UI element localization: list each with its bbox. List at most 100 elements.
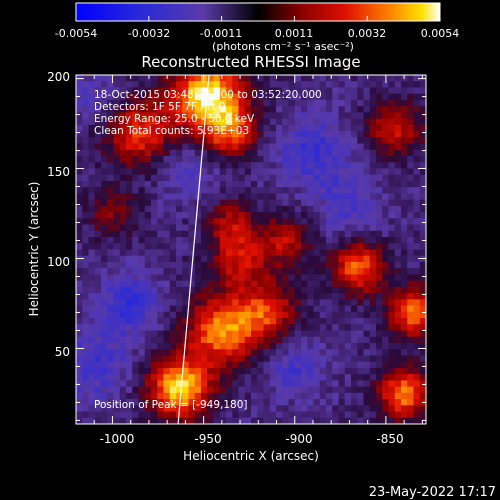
heatmap-cell: [294, 193, 302, 201]
heatmap-cell: [101, 99, 108, 107]
heatmap-cell: [301, 75, 308, 82]
heatmap-cell: [144, 342, 152, 350]
heatmap-cell: [101, 355, 108, 363]
heatmap-cell: [363, 205, 371, 213]
heatmap-cell: [157, 149, 164, 157]
heatmap-cell: [163, 330, 171, 338]
heatmap-cell: [138, 336, 146, 344]
heatmap-cell: [88, 361, 96, 369]
heatmap-cell: [176, 237, 183, 244]
heatmap-cell: [207, 399, 214, 406]
heatmap-cell: [163, 149, 171, 157]
heatmap-cell: [207, 268, 214, 275]
heatmap-cell: [344, 249, 352, 257]
heatmap-cell: [351, 261, 358, 269]
heatmap-cell: [238, 131, 246, 138]
heatmap-cell: [219, 112, 227, 120]
heatmap-cell: [263, 230, 271, 238]
heatmap-cell: [388, 261, 396, 269]
heatmap-cell: [338, 380, 346, 388]
heatmap-cell: [382, 274, 389, 282]
heatmap-cell: [213, 212, 221, 219]
heatmap-cell: [351, 193, 358, 201]
heatmap-cell: [82, 174, 89, 182]
heatmap-cell: [382, 99, 389, 107]
heatmap-cell: [188, 131, 196, 138]
heatmap-cell: [113, 261, 121, 269]
heatmap-cell: [263, 75, 271, 82]
heatmap-cell: [207, 212, 214, 219]
heatmap-cell: [407, 205, 414, 213]
heatmap-cell: [157, 131, 164, 138]
heatmap-cell: [251, 75, 258, 82]
heatmap-cell: [226, 237, 233, 244]
heatmap-cell: [157, 162, 164, 169]
heatmap-cell: [251, 268, 258, 275]
heatmap-cell: [288, 324, 296, 331]
heatmap-cell: [232, 131, 239, 138]
heatmap-cell: [363, 187, 371, 194]
heatmap-cell: [82, 255, 89, 263]
heatmap-cell: [269, 305, 277, 313]
heatmap-cell: [294, 330, 302, 338]
heatmap-cell: [369, 118, 377, 126]
heatmap-cell: [138, 324, 146, 331]
heatmap-cell: [338, 336, 346, 344]
heatmap-cell: [107, 224, 114, 232]
heatmap-cell: [319, 374, 327, 381]
heatmap-cell: [88, 380, 96, 388]
heatmap-cell: [169, 405, 177, 412]
heatmap-cell: [263, 143, 271, 151]
heatmap-cell: [182, 249, 189, 257]
heatmap-cell: [357, 361, 364, 369]
heatmap-cell: [82, 81, 89, 88]
heatmap-cell: [151, 106, 158, 113]
heatmap-cell: [344, 417, 352, 424]
heatmap-cell: [263, 342, 271, 350]
heatmap-cell: [119, 355, 127, 363]
heatmap-cell: [144, 137, 152, 144]
heatmap-cell: [157, 87, 164, 95]
heatmap-cell: [401, 205, 408, 213]
heatmap-cell: [394, 249, 402, 257]
heatmap-cell: [376, 386, 383, 394]
heatmap-cell: [176, 124, 183, 132]
heatmap-cell: [326, 318, 333, 325]
heatmap-cell: [194, 411, 202, 419]
heatmap-cell: [238, 199, 246, 207]
heatmap-cell: [94, 143, 102, 151]
heatmap-cell: [188, 293, 196, 300]
heatmap-cell: [88, 342, 96, 350]
heatmap-cell: [201, 261, 208, 269]
heatmap-cell: [119, 156, 127, 163]
heatmap-cell: [138, 237, 146, 244]
heatmap-cell: [76, 361, 83, 369]
heatmap-cell: [213, 99, 221, 107]
heatmap-cell: [282, 106, 289, 113]
heatmap-cell: [369, 324, 377, 331]
heatmap-cell: [344, 399, 352, 406]
heatmap-cell: [238, 268, 246, 275]
heatmap-cell: [238, 99, 246, 107]
heatmap-cell: [207, 299, 214, 306]
heatmap-cell: [132, 93, 139, 101]
heatmap-cell: [113, 399, 121, 406]
heatmap-cell: [76, 193, 83, 201]
heatmap-cell: [201, 212, 208, 219]
heatmap-cell: [138, 386, 146, 394]
heatmap-cell: [182, 311, 189, 319]
heatmap-cell: [419, 311, 426, 319]
heatmap-cell: [257, 199, 264, 207]
heatmap-cell: [132, 411, 139, 419]
heatmap-cell: [307, 75, 314, 82]
heatmap-cell: [201, 386, 208, 394]
heatmap-cell: [169, 99, 177, 107]
heatmap-cell: [288, 399, 296, 406]
heatmap-cell: [113, 230, 121, 238]
heatmap-cell: [282, 386, 289, 394]
heatmap-cell: [151, 324, 158, 331]
heatmap-cell: [319, 93, 327, 101]
heatmap-cell: [307, 118, 314, 126]
heatmap-cell: [401, 386, 408, 394]
heatmap-cell: [138, 318, 146, 325]
